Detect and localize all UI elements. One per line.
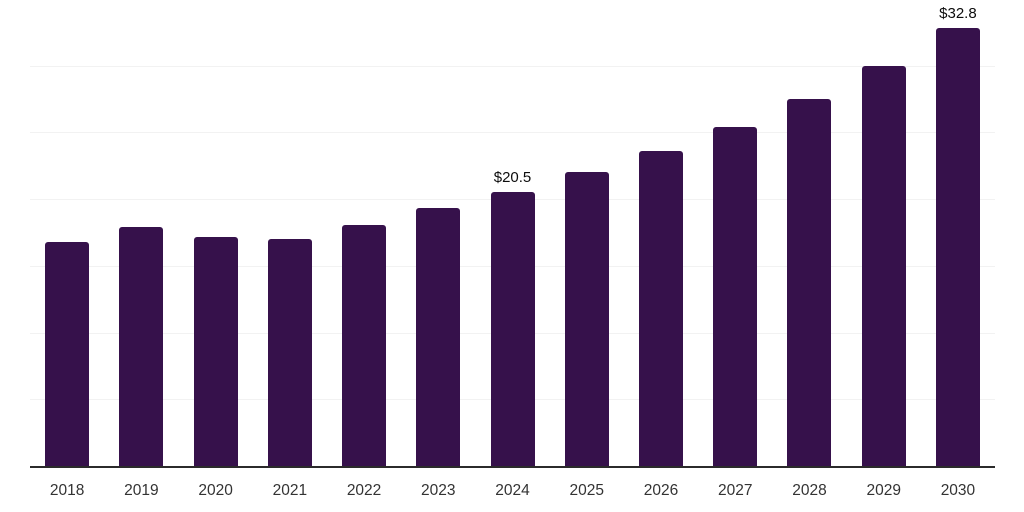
gridline-25 [30,132,995,134]
x-tick-label-2026: 2026 [643,482,679,499]
bar-2030 [935,28,980,466]
bar-slot-2023 [401,1,475,466]
bar-series: $20.5 $32.8 [30,1,995,466]
x-tick-label-2029: 2029 [866,482,901,499]
x-tick-label-2024: 2024 [495,482,530,499]
x-tick-label-2019: 2019 [124,482,159,499]
bar-2027 [713,127,758,466]
gridline-30 [30,65,995,67]
x-tick-label-2023: 2023 [421,482,456,499]
bar-slot-2020 [178,1,252,466]
plot-area: $20.5 $32.8 [30,1,995,468]
bar-slot-2019 [104,1,178,466]
bar-slot-2028 [772,1,846,466]
x-tick-label-2027: 2027 [717,482,753,499]
bar-2026 [638,151,683,466]
bar-2018 [45,241,90,466]
bar-slot-2021 [253,1,327,466]
value-label-2024: $20.5 [493,169,532,187]
x-tick-label-2025: 2025 [569,482,604,499]
x-tick-label-2021: 2021 [272,482,308,499]
x-tick-label-2018: 2018 [49,482,85,499]
bar-slot-2022 [327,1,401,466]
bar-slot-2026 [624,1,698,466]
x-tick-label-2020: 2020 [198,482,233,499]
bar-2023 [416,208,461,466]
x-tick-label-2028: 2028 [792,482,827,499]
value-label-2030: $32.8 [939,5,977,23]
bar-2029 [861,65,906,466]
bar-2024 [490,192,535,466]
x-tick-label-2030: 2030 [940,482,976,499]
bar-2021 [267,239,312,466]
bar-slot-2027 [698,1,772,466]
x-tick-label-2022: 2022 [346,482,382,499]
bar-slot-2018 [30,1,104,466]
bar-slot-2029 [847,1,921,466]
bar-slot-2024: $20.5 [475,1,549,466]
bar-2028 [787,99,832,466]
bar-2025 [564,172,609,466]
bar-2019 [119,227,164,466]
bar-2022 [342,224,387,466]
bar-2020 [193,236,238,466]
bar-slot-2025 [550,1,624,466]
x-axis-labels: 2018 2019 2020 2021 2022 2023 2024 2025 2026 2027… [30,483,995,499]
bar-slot-2030: $32.8 [921,1,995,466]
